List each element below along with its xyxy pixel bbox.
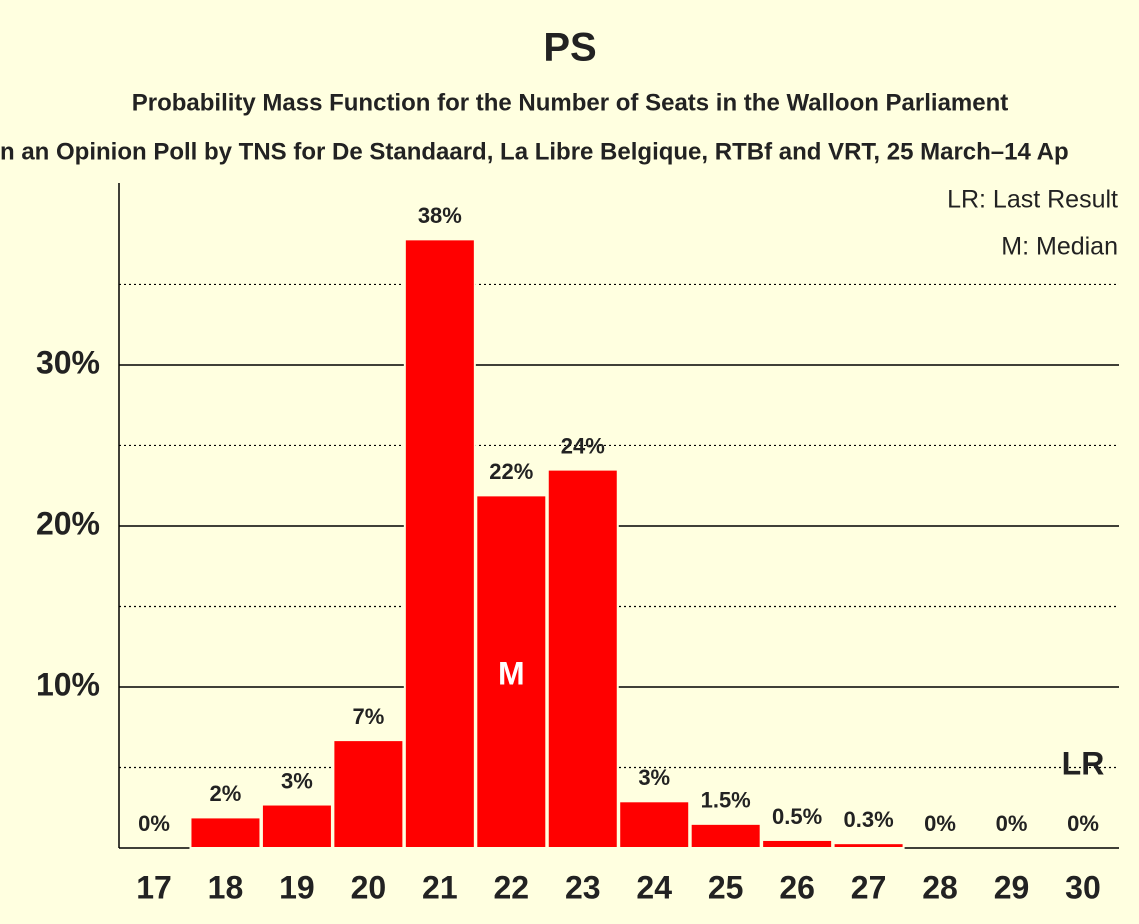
bar xyxy=(475,494,548,849)
value-label: 7% xyxy=(352,704,384,729)
bar xyxy=(618,800,691,850)
x-tick-label: 20 xyxy=(351,869,387,905)
x-tick-label: 23 xyxy=(565,869,601,905)
x-tick-label: 21 xyxy=(422,869,458,905)
x-tick-label: 18 xyxy=(208,869,244,905)
value-label: 0% xyxy=(996,811,1028,836)
chart-subtitle: Probability Mass Function for the Number… xyxy=(132,89,1009,116)
x-tick-label: 19 xyxy=(279,869,315,905)
value-label: 0% xyxy=(1067,811,1099,836)
legend-entry: M: Median xyxy=(1001,233,1118,261)
last-result-marker: LR xyxy=(1062,745,1105,781)
value-label: 0.3% xyxy=(844,807,894,832)
value-label: 0% xyxy=(138,811,170,836)
value-label: 22% xyxy=(489,459,533,484)
bar xyxy=(260,803,333,850)
y-tick-label: 10% xyxy=(36,666,100,702)
x-tick-label: 17 xyxy=(136,869,172,905)
x-tick-label: 27 xyxy=(851,869,887,905)
x-tick-label: 25 xyxy=(708,869,744,905)
x-tick-label: 28 xyxy=(922,869,958,905)
value-label: 0% xyxy=(924,811,956,836)
x-tick-label: 24 xyxy=(636,869,672,905)
y-tick-label: 30% xyxy=(36,344,100,380)
x-tick-label: 29 xyxy=(994,869,1030,905)
median-marker: M xyxy=(498,655,525,691)
value-label: 24% xyxy=(561,433,605,458)
value-label: 0.5% xyxy=(772,804,822,829)
chart-title: PS xyxy=(543,26,596,70)
x-tick-label: 30 xyxy=(1065,869,1101,905)
bar xyxy=(832,842,905,850)
value-label: 3% xyxy=(638,765,670,790)
bar xyxy=(689,822,762,850)
chart-subtitle2: n an Opinion Poll by TNS for De Standaar… xyxy=(0,138,1069,165)
value-label: 3% xyxy=(281,768,313,793)
value-label: 1.5% xyxy=(701,788,751,813)
value-label: 2% xyxy=(210,781,242,806)
bar xyxy=(332,739,405,850)
bar xyxy=(403,238,476,849)
bar xyxy=(546,468,619,849)
bar xyxy=(189,816,262,850)
y-tick-label: 20% xyxy=(36,505,100,541)
x-tick-label: 26 xyxy=(779,869,815,905)
value-label: 38% xyxy=(418,203,462,228)
bar xyxy=(761,838,834,850)
x-tick-label: 22 xyxy=(494,869,530,905)
legend-entry: LR: Last Result xyxy=(947,186,1118,214)
